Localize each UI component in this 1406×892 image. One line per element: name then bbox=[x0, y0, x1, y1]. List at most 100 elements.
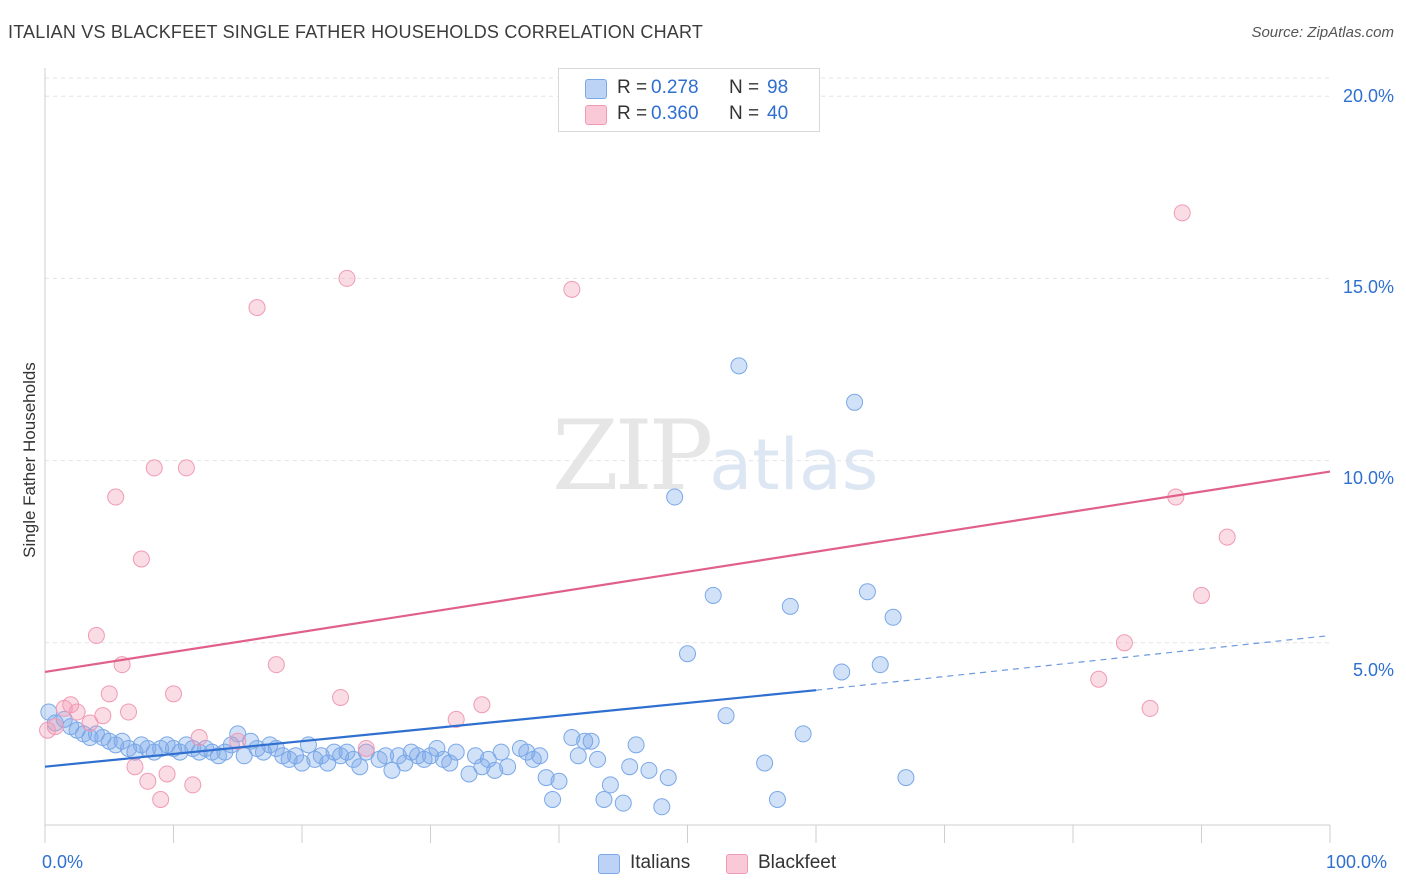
italians-point bbox=[582, 732, 600, 750]
blackfeet-point bbox=[100, 685, 118, 703]
italians-point bbox=[447, 743, 465, 761]
legend: R = 0.278 N = 98 R = 0.360 N = 40 bbox=[558, 68, 820, 132]
blackfeet-point bbox=[267, 656, 285, 674]
italians-point bbox=[666, 488, 684, 506]
legend-n-value: 40 bbox=[767, 103, 789, 124]
blackfeet-point bbox=[190, 729, 208, 747]
blackfeet-point bbox=[177, 459, 195, 477]
italians-point bbox=[659, 769, 677, 787]
italians-point bbox=[479, 750, 497, 768]
italians-point bbox=[884, 608, 902, 626]
y-tick-label: 20.0% bbox=[1342, 86, 1394, 106]
blackfeet-point bbox=[81, 714, 99, 732]
blackfeet-point bbox=[229, 732, 247, 750]
italians-point bbox=[357, 743, 375, 761]
x-tick-min: 0.0% bbox=[42, 852, 84, 872]
blackfeet-point bbox=[158, 765, 176, 783]
blackfeet-swatch bbox=[585, 105, 607, 125]
italians-point bbox=[351, 758, 369, 776]
italians-point bbox=[544, 790, 562, 808]
italians-point bbox=[293, 754, 311, 772]
blackfeet-point bbox=[87, 627, 105, 645]
blackfeet-point bbox=[165, 685, 182, 703]
italians-point bbox=[428, 739, 446, 757]
italians-point bbox=[396, 754, 414, 772]
italians-point bbox=[383, 761, 401, 779]
italians-point bbox=[730, 357, 748, 375]
italians-point bbox=[441, 754, 459, 772]
italians-point bbox=[781, 597, 799, 615]
watermark-zip: ZIP bbox=[552, 400, 713, 512]
y-tick-label: 15.0% bbox=[1342, 277, 1394, 297]
chart-title: ITALIAN VS BLACKFEET SINGLE FATHER HOUSE… bbox=[8, 22, 704, 42]
italians-point bbox=[377, 747, 395, 765]
legend-r-value: 0.360 bbox=[651, 103, 699, 124]
blackfeet-point bbox=[62, 696, 80, 714]
blackfeet-point bbox=[447, 710, 465, 728]
source-label: Source: ZipAtlas.com bbox=[1251, 24, 1394, 41]
bottom-legend-label: Italians bbox=[630, 852, 691, 873]
italians-swatch bbox=[598, 854, 620, 874]
italians-point bbox=[492, 743, 510, 761]
watermark: ZIPatlas bbox=[552, 400, 878, 512]
blackfeet-point bbox=[126, 758, 144, 776]
italians-point bbox=[576, 732, 594, 750]
blackfeet-point bbox=[1090, 670, 1108, 688]
blackfeet-point bbox=[145, 459, 163, 477]
italians-point bbox=[653, 798, 671, 816]
y-tick-label: 5.0% bbox=[1352, 660, 1394, 680]
blackfeet-point bbox=[1193, 586, 1210, 604]
blackfeet-point bbox=[473, 696, 491, 714]
blackfeet-point bbox=[248, 299, 266, 317]
blackfeet-point bbox=[107, 488, 125, 506]
italians-point bbox=[531, 747, 549, 765]
blackfeet-point bbox=[563, 280, 581, 298]
italians-point bbox=[518, 743, 536, 761]
blackfeet-point bbox=[46, 718, 64, 736]
italians-point bbox=[627, 736, 645, 754]
blackfeet-point bbox=[120, 703, 138, 721]
italians-point bbox=[589, 750, 607, 768]
italians-point bbox=[679, 645, 696, 663]
blackfeet-point bbox=[94, 707, 112, 725]
italians-point bbox=[422, 747, 439, 765]
blackfeet-point bbox=[1141, 699, 1159, 717]
italians-point bbox=[621, 758, 639, 776]
italians-point bbox=[466, 747, 484, 765]
bottom-legend-label: Blackfeet bbox=[758, 852, 837, 873]
blackfeet-point bbox=[152, 790, 170, 808]
blackfeet-point bbox=[139, 772, 157, 790]
watermark-atlas: atlas bbox=[709, 424, 879, 506]
italians-point bbox=[473, 758, 491, 776]
italians-point bbox=[846, 393, 864, 411]
italians-point bbox=[499, 758, 517, 776]
legend-n-label: N = bbox=[729, 103, 760, 124]
blackfeet-swatch bbox=[726, 854, 748, 874]
blackfeet-point bbox=[1218, 528, 1236, 546]
italians-point bbox=[871, 656, 889, 674]
italians-point bbox=[833, 663, 851, 681]
italians-trend-extension bbox=[815, 634, 1331, 691]
italians-point bbox=[640, 761, 658, 779]
italians-trend-line bbox=[44, 689, 817, 768]
italians-point bbox=[312, 747, 330, 765]
italians-point bbox=[537, 769, 555, 787]
italians-point bbox=[601, 776, 619, 794]
legend-r-label: R = bbox=[617, 103, 648, 124]
blackfeet-point bbox=[184, 776, 202, 794]
blackfeet-point bbox=[357, 739, 375, 757]
blackfeet-point bbox=[1115, 634, 1133, 652]
italians-point bbox=[717, 707, 735, 725]
italians-point bbox=[550, 772, 568, 790]
legend-n-value: 98 bbox=[767, 77, 789, 98]
italians-point bbox=[595, 790, 613, 808]
italians-point bbox=[563, 729, 581, 747]
x-tick-max: 100.0% bbox=[1326, 852, 1388, 872]
y-tick-label: 10.0% bbox=[1342, 468, 1394, 488]
italians-point bbox=[338, 743, 356, 761]
italians-point bbox=[460, 765, 478, 783]
italians-point bbox=[319, 754, 337, 772]
italians-point bbox=[344, 750, 362, 768]
y-axis-label: Single Father Households bbox=[20, 362, 39, 558]
